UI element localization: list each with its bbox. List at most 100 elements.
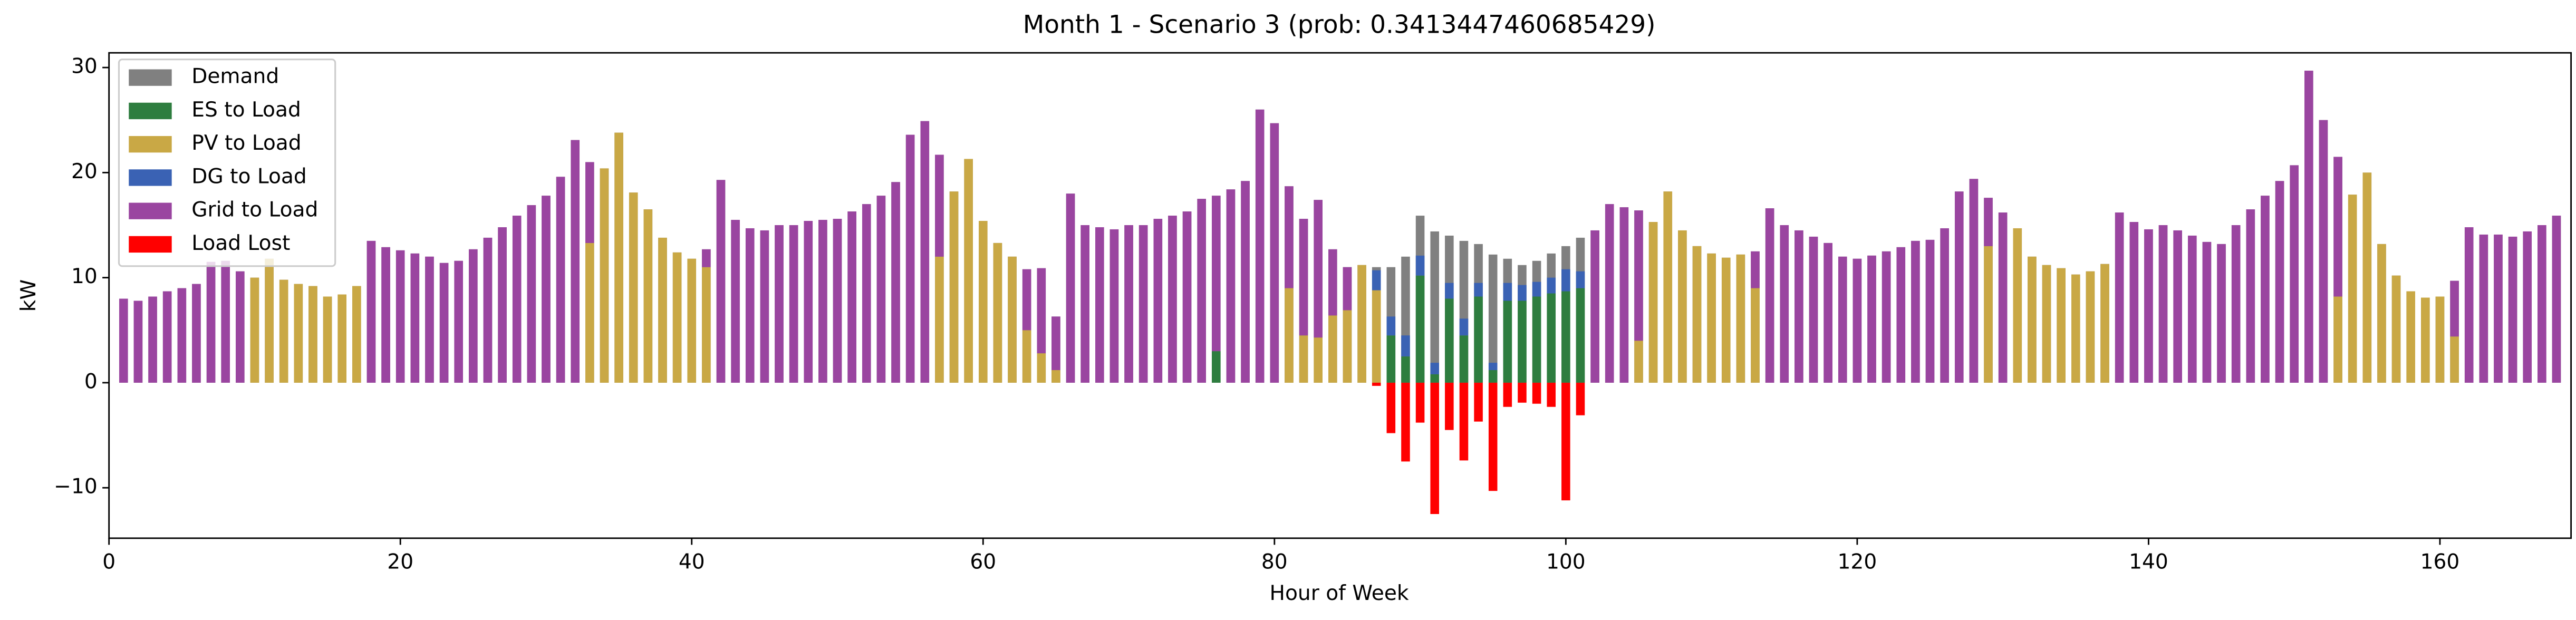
bar-segment (2115, 212, 2124, 383)
legend-box (118, 59, 336, 267)
bar-segment (1809, 236, 1818, 383)
bar-segment (993, 243, 1002, 383)
bar-segment (1285, 288, 1294, 383)
bar-segment (978, 221, 988, 383)
bar-segment (1139, 225, 1148, 383)
bar-segment (352, 286, 361, 383)
legend: Demand ES to Load PV to Load DG to Load Grid… (118, 59, 336, 267)
bar-segment (2028, 256, 2037, 383)
bar-segment (148, 296, 157, 383)
bar-segment (2538, 225, 2546, 383)
bar-segment (1415, 255, 1425, 276)
bar-segment (2013, 228, 2022, 383)
bar-segment (1634, 210, 1643, 341)
bar-segment (1896, 247, 1906, 383)
bar-segment (2202, 241, 2212, 383)
bar-segment (1488, 370, 1498, 383)
legend-swatch (129, 236, 172, 253)
bar-segment (250, 277, 259, 383)
bar-segment (1037, 268, 1046, 354)
bar-segment (935, 256, 944, 383)
bar-segment (862, 204, 871, 383)
bar-segment (1066, 193, 1075, 383)
bar-segment (1547, 382, 1556, 407)
bar-segment (265, 258, 274, 383)
bar-segment (1314, 337, 1323, 383)
bar-segment (1299, 335, 1308, 383)
y-axis-label: kW (17, 279, 41, 312)
bar-segment (2275, 181, 2284, 383)
bar-segment (1314, 200, 1323, 338)
bar-segment (1605, 204, 1614, 383)
bar-segment (1226, 189, 1236, 383)
bar-segment (2042, 265, 2051, 383)
x-tick-label: 80 (1261, 550, 1288, 574)
bar-segment (1022, 330, 1031, 383)
bar-segment (1022, 269, 1031, 331)
bar-segment (1255, 109, 1265, 383)
bar-segment (2071, 274, 2080, 383)
bar-segment (1415, 382, 1425, 423)
y-tick-label: 20 (71, 160, 98, 183)
bar-segment (1576, 271, 1585, 288)
bar-segment (2319, 120, 2328, 383)
bar-segment (1648, 222, 1658, 383)
bar-segment (1838, 256, 1847, 383)
bar-segment (2362, 172, 2372, 383)
bar-segment (337, 294, 346, 383)
bar-segment (1882, 251, 1891, 383)
bar-segment (2158, 225, 2168, 383)
bar-segment (2173, 230, 2182, 383)
bar-segment (192, 284, 201, 383)
bar-segment (2129, 222, 2139, 383)
bar-segment (2391, 275, 2401, 383)
bar-segment (1969, 179, 1979, 383)
legend-swatch (129, 136, 172, 153)
bar-segment (1401, 335, 1410, 357)
bar-segment (2450, 280, 2459, 337)
bar-segment (1080, 225, 1089, 383)
bar-segment (920, 121, 930, 383)
bar-segment (162, 291, 172, 383)
bar-segment (1153, 219, 1163, 383)
bar-segment (1051, 370, 1060, 383)
bar-segment (2100, 264, 2109, 383)
bar-segment (1401, 382, 1410, 462)
bar-segment (1488, 254, 1498, 383)
bar-segment (1998, 212, 2008, 383)
bar-segment (1619, 207, 1629, 383)
bar-segment (2377, 244, 2386, 383)
bar-segment (1547, 277, 1556, 294)
bar-segment (527, 205, 536, 383)
bar-segment (410, 253, 420, 383)
bar-segment (454, 260, 464, 383)
bar-segment (1518, 382, 1527, 403)
bar-segment (1372, 270, 1381, 290)
bar-segment (1736, 254, 1745, 383)
x-tick-label: 40 (679, 550, 705, 574)
bar-segment (221, 260, 230, 383)
bar-segment (833, 219, 842, 383)
bar-segment (177, 288, 187, 383)
bar-segment (1576, 288, 1585, 383)
bar-segment (891, 182, 900, 383)
bar-segment (1940, 228, 1949, 383)
bar-segment (1824, 243, 1832, 383)
bar-segment (1518, 285, 1527, 301)
bar-segment (2144, 229, 2153, 383)
bar-segment (1285, 186, 1294, 288)
bar-segment (1386, 316, 1396, 336)
bar-segment (658, 237, 667, 383)
bar-segment (876, 196, 886, 383)
bar-segment (1532, 382, 1541, 404)
bar-segment (716, 180, 726, 383)
legend-swatch (129, 202, 172, 219)
bar-segment (1343, 310, 1352, 383)
bar-segment (964, 159, 973, 383)
bar-segment (1430, 231, 1440, 383)
bar-segment (949, 191, 959, 383)
bar-segment (1372, 290, 1381, 383)
legend-label: Demand (191, 65, 279, 89)
bar-segment (2421, 297, 2430, 383)
bar-segment (2450, 336, 2459, 383)
